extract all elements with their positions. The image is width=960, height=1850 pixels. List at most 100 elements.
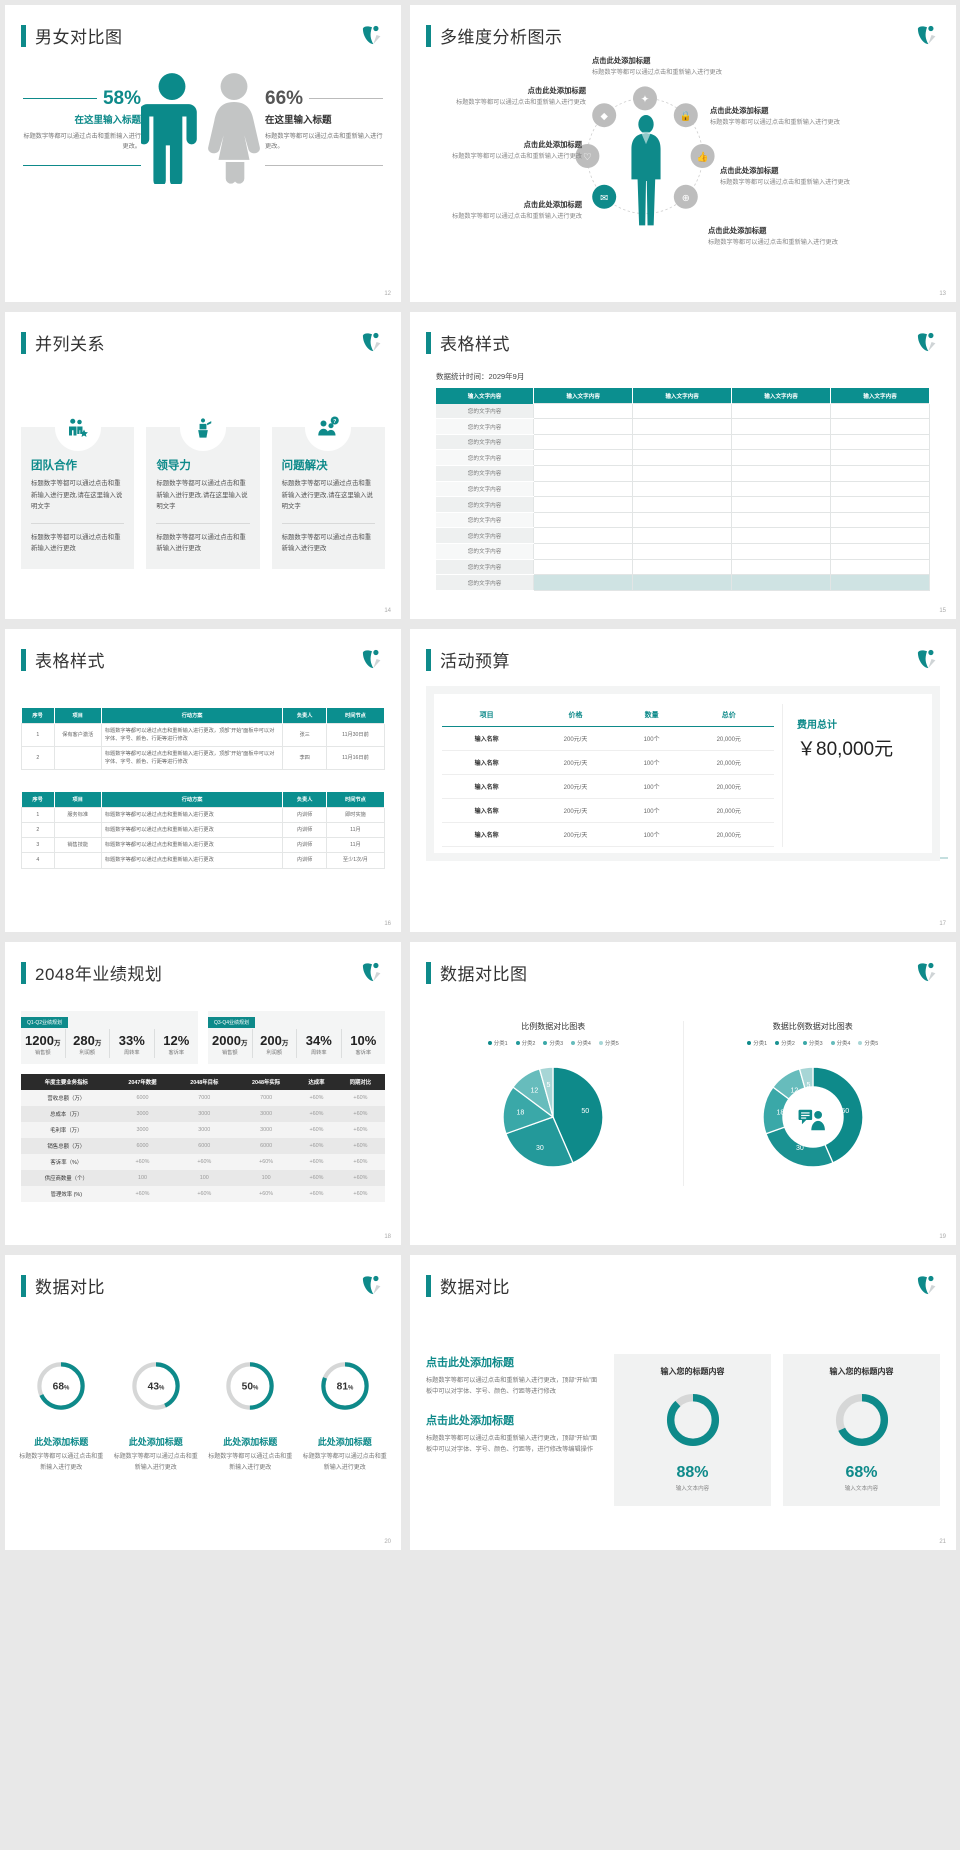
table-cell[interactable]: 20,000元 (683, 750, 774, 775)
table-cell[interactable]: 管理效率 (%) (21, 1186, 112, 1202)
table-cell[interactable] (830, 403, 930, 420)
table-cell[interactable]: 内训师 (282, 807, 327, 824)
table-cell[interactable]: 20,000元 (683, 726, 774, 751)
table-cell[interactable] (731, 574, 832, 591)
table-cell[interactable]: 您的文字内容 (436, 403, 534, 420)
table-cell[interactable]: 内训师 (282, 822, 327, 839)
slide-18[interactable]: 2048年业绩规划 Q1-Q2业绩规划 1200万 销售额 280万 利润额 33% 周转… (5, 942, 401, 1245)
table-row[interactable]: 您的文字内容 (436, 558, 930, 576)
table-cell[interactable]: 200元/天 (531, 798, 620, 823)
table-row[interactable]: 您的文字内容 (436, 403, 930, 420)
table-cell[interactable] (53, 852, 102, 869)
stat-card-1[interactable]: 输入您的标题内容 88% 输入文本内容 (614, 1354, 771, 1506)
table-cell[interactable]: 您的文字内容 (436, 496, 534, 513)
ring-item[interactable]: 68% 此处添加标题 标题数字等都可以通过点击和重新输入进行更改 (17, 1356, 106, 1474)
table-cell[interactable]: +60% (335, 1090, 385, 1106)
table-cell[interactable] (533, 403, 634, 420)
table-cell[interactable] (632, 449, 733, 467)
slide-13[interactable]: 多维度分析图示 ✦ 🔒 👍 ⊕ ✉ ♡ ◆ (410, 5, 956, 302)
table-row[interactable]: 您的文字内容 (436, 449, 930, 467)
stat-card-2[interactable]: 输入您的标题内容 68% 输入文本内容 (783, 1354, 940, 1506)
table-row[interactable]: 您的文字内容 (436, 527, 930, 545)
annual-indicator-table[interactable]: 年度主要业务指标 2047年数据 2048年目标 2048年实际 达成率 同期对比 营收总… (21, 1074, 385, 1202)
table-cell[interactable] (731, 480, 832, 498)
table-cell[interactable]: 100个 (619, 750, 684, 775)
pie-slice[interactable] (502, 1086, 555, 1135)
table-cell[interactable]: 您的文字内容 (436, 418, 534, 435)
table-cell[interactable] (632, 574, 733, 591)
table-cell[interactable]: 4 (21, 852, 55, 869)
table-cell[interactable] (830, 449, 930, 467)
table-cell[interactable]: 即时实施 (325, 807, 386, 824)
table-cell[interactable]: 6000 (111, 1090, 174, 1106)
table-cell[interactable] (533, 558, 634, 576)
table-cell[interactable] (632, 543, 733, 560)
table-cell[interactable]: 标题数字等都可以通过点击和重新输入进行更改，顶部“开始”面板中可以对字体、字号、… (100, 722, 284, 748)
table-cell[interactable] (533, 543, 634, 560)
table-cell[interactable] (533, 418, 634, 435)
table-cell[interactable]: 3000 (111, 1122, 174, 1138)
table-cell[interactable] (533, 511, 634, 529)
table-cell[interactable] (533, 465, 634, 482)
table-cell[interactable]: 您的文字内容 (436, 512, 534, 529)
table-cell[interactable] (830, 574, 930, 591)
table-cell[interactable]: 您的文字内容 (436, 543, 534, 560)
table-cell[interactable]: 标题数字等都可以通过点击和重新输入进行更改 (100, 807, 284, 824)
table-cell[interactable]: 200元/天 (531, 726, 620, 751)
table-cell[interactable] (830, 480, 930, 498)
table-cell[interactable] (830, 511, 930, 529)
table-cell[interactable]: 您的文字内容 (436, 434, 534, 451)
slide-16[interactable]: 表格样式 序号 项目 行动方案 负责人 时间节点 1 保有客户激活 标题数字等都可以通过点击… (5, 629, 401, 932)
table-cell[interactable]: +60% (297, 1138, 336, 1154)
table-cell[interactable]: 1 (21, 807, 55, 824)
table-cell[interactable]: 销售总额（万） (21, 1138, 112, 1154)
table-cell[interactable]: +60% (235, 1186, 298, 1202)
ring-item[interactable]: 81% 此处添加标题 标题数字等都可以通过点击和重新输入进行更改 (301, 1356, 390, 1474)
table-cell[interactable] (632, 403, 733, 420)
table-cell[interactable]: 7000 (235, 1090, 298, 1106)
table-cell[interactable]: +60% (297, 1106, 336, 1122)
table-cell[interactable] (731, 527, 832, 545)
table-cell[interactable]: 输入名称 (442, 774, 532, 799)
table-cell[interactable] (731, 433, 832, 451)
table-cell[interactable]: 营收总额（万） (21, 1090, 112, 1106)
table-cell[interactable]: 100个 (619, 822, 684, 847)
budget-table[interactable]: 项目 价格 数量 总价 输入名称 200元/天 100个 20,000元 输入名称 200元/天… (442, 704, 774, 847)
table-cell[interactable] (53, 746, 102, 771)
table-row[interactable]: 输入名称 200元/天 100个 20,000元 (442, 774, 774, 799)
table-row[interactable]: 您的文字内容 (436, 496, 930, 513)
table-cell[interactable]: 200元/天 (531, 774, 620, 799)
donut-chart-block[interactable]: 数据比例数据对比图表 分类1 分类2 分类3 分类4 分类5 50 30 18 12 5 (682, 1021, 943, 1186)
table-row[interactable]: 您的文字内容 (436, 543, 930, 560)
table-cell[interactable]: 6000 (111, 1138, 174, 1154)
table-cell[interactable] (830, 433, 930, 451)
table-cell[interactable]: 服务标准 (53, 807, 102, 824)
table-cell[interactable]: +60% (235, 1154, 298, 1170)
table-row[interactable]: 销售总额（万） 6000 6000 6000 +60% +60% (21, 1138, 385, 1154)
table-row[interactable]: 输入名称 200元/天 100个 20,000元 (442, 750, 774, 775)
slide-15[interactable]: 表格样式 数据统计时间：2029年9月 输入文字内容 输入文字内容 输入文字内容 输入… (410, 312, 956, 619)
table-row[interactable]: 供应商数量（个） 100 100 100 +60% +60% (21, 1170, 385, 1186)
table-cell[interactable]: 您的文字内容 (436, 449, 534, 467)
table-cell[interactable]: 客诉率（%） (21, 1154, 112, 1170)
table-cell[interactable] (830, 543, 930, 560)
card-leadership[interactable]: 领导力 标题数字等都可以通过点击和重新输入进行更改,请在这里输入说明文字 标题数… (146, 405, 260, 569)
table-cell[interactable]: +60% (173, 1154, 236, 1170)
table-cell[interactable]: 内训师 (282, 852, 327, 869)
table-cell[interactable]: 2 (21, 822, 55, 839)
table-cell[interactable] (533, 496, 634, 513)
table-cell[interactable]: 标题数字等都可以通过点击和重新输入进行更改 (100, 852, 284, 869)
table-cell[interactable] (830, 527, 930, 545)
table-cell[interactable]: 7000 (173, 1090, 236, 1106)
table-row[interactable]: 输入名称 200元/天 100个 20,000元 (442, 798, 774, 823)
table-cell[interactable]: 您的文字内容 (436, 481, 534, 498)
table-cell[interactable]: 输入名称 (442, 822, 532, 847)
table-row[interactable]: 您的文字内容 (436, 465, 930, 482)
table-cell[interactable] (53, 822, 102, 839)
table-cell[interactable]: 3000 (235, 1106, 298, 1122)
table-cell[interactable]: 200元/天 (531, 822, 620, 847)
table-cell[interactable]: 100 (173, 1170, 236, 1186)
slide-12[interactable]: 男女对比图 58% 在这里输入标题 标题数字等都可以通过点击和重新输入进行更改。 (5, 5, 401, 302)
table-cell[interactable] (533, 574, 634, 591)
table-cell[interactable]: 100个 (619, 726, 684, 751)
